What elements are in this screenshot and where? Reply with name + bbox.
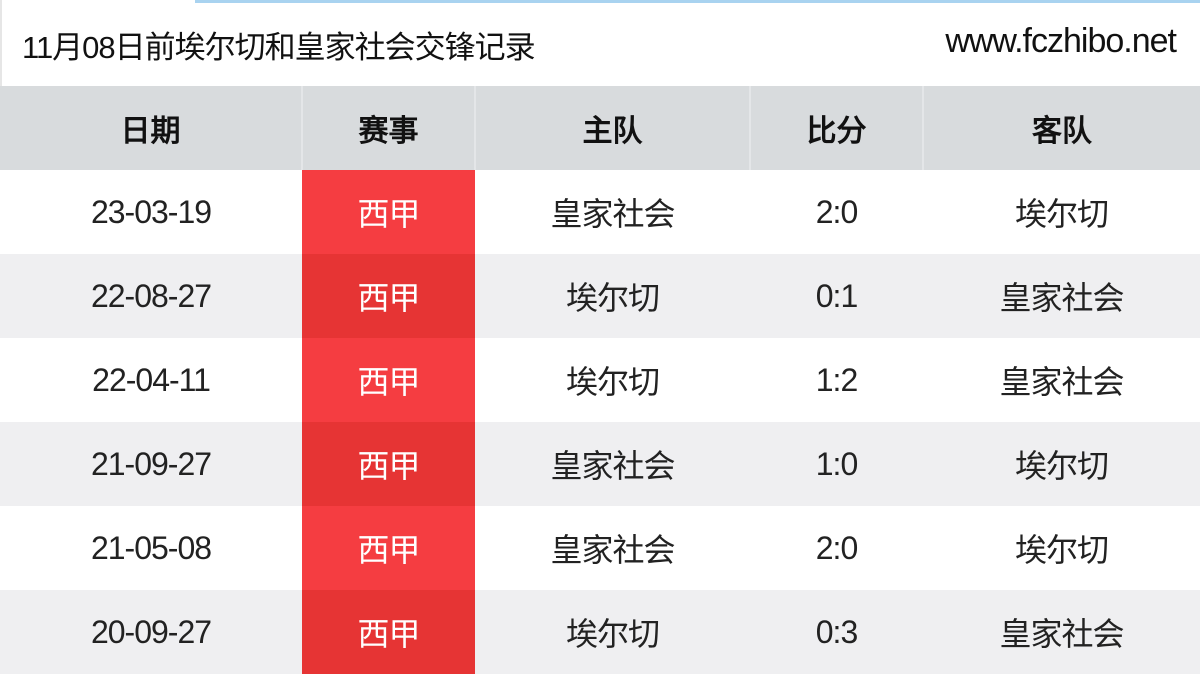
home-team-cell: 埃尔切 bbox=[475, 590, 750, 674]
left-border bbox=[0, 0, 2, 86]
site-url: www.fczhibo.net bbox=[945, 22, 1177, 60]
away-team-cell: 皇家社会 bbox=[999, 364, 1124, 400]
date-cell: 22-04-11 bbox=[92, 361, 211, 398]
competition-cell: 西甲 bbox=[302, 338, 475, 422]
header-score: 比分 bbox=[750, 86, 924, 170]
competition-cell: 西甲 bbox=[302, 506, 475, 590]
page-title: 11月08日前埃尔切和皇家社会交锋记录 bbox=[22, 30, 536, 65]
date-cell: 22-08-27 bbox=[0, 254, 302, 338]
table-header-row: 日期 赛事 主队 比分 客队 bbox=[0, 86, 1200, 170]
home-team-cell: 皇家社会 bbox=[550, 196, 675, 232]
header-home-team: 主队 bbox=[475, 86, 751, 170]
table-row: 22-08-27 西甲 埃尔切 0:1 皇家社会 bbox=[0, 254, 1200, 338]
home-team-cell: 皇家社会 bbox=[475, 422, 750, 506]
score-cell: 0:1 bbox=[750, 254, 923, 338]
away-team-cell: 埃尔切 bbox=[1014, 532, 1109, 568]
score-cell: 1:2 bbox=[815, 361, 858, 398]
away-team-cell: 皇家社会 bbox=[923, 254, 1200, 338]
home-team-cell: 埃尔切 bbox=[565, 364, 660, 400]
date-cell: 23-03-19 bbox=[90, 193, 212, 230]
top-accent-line bbox=[195, 0, 1200, 3]
competition-cell: 西甲 bbox=[302, 422, 475, 506]
home-team-cell: 埃尔切 bbox=[475, 254, 750, 338]
date-cell: 20-09-27 bbox=[0, 590, 302, 674]
score-cell: 2:0 bbox=[815, 193, 858, 230]
header-away-team: 客队 bbox=[923, 86, 1200, 170]
away-team-cell: 埃尔切 bbox=[1014, 196, 1109, 232]
table-row: 21-05-08 西甲 皇家社会 2:0 埃尔切 bbox=[0, 506, 1200, 590]
competition-cell: 西甲 bbox=[302, 254, 475, 338]
head-to-head-table: 日期 赛事 主队 比分 客队 23-03-19 西甲 皇家社会 2:0 埃尔切 22-08… bbox=[0, 86, 1200, 674]
away-team-cell: 埃尔切 bbox=[923, 422, 1200, 506]
title-bar: 11月08日前埃尔切和皇家社会交锋记录 www.fczhibo.net bbox=[0, 0, 1200, 86]
header-date: 日期 bbox=[0, 86, 303, 170]
date-cell: 21-05-08 bbox=[90, 529, 212, 566]
table-row: 20-09-27 西甲 埃尔切 0:3 皇家社会 bbox=[0, 590, 1200, 674]
table-row: 22-04-11 西甲 埃尔切 1:2 皇家社会 bbox=[0, 338, 1200, 422]
table-row: 21-09-27 西甲 皇家社会 1:0 埃尔切 bbox=[0, 422, 1200, 506]
header-competition: 赛事 bbox=[302, 86, 476, 170]
date-cell: 21-09-27 bbox=[0, 422, 302, 506]
away-team-cell: 皇家社会 bbox=[923, 590, 1200, 674]
table-row: 23-03-19 西甲 皇家社会 2:0 埃尔切 bbox=[0, 170, 1200, 254]
score-cell: 1:0 bbox=[750, 422, 923, 506]
score-cell: 0:3 bbox=[750, 590, 923, 674]
competition-cell: 西甲 bbox=[302, 590, 475, 674]
competition-cell: 西甲 bbox=[302, 170, 475, 254]
home-team-cell: 皇家社会 bbox=[550, 532, 675, 568]
score-cell: 2:0 bbox=[815, 529, 858, 566]
